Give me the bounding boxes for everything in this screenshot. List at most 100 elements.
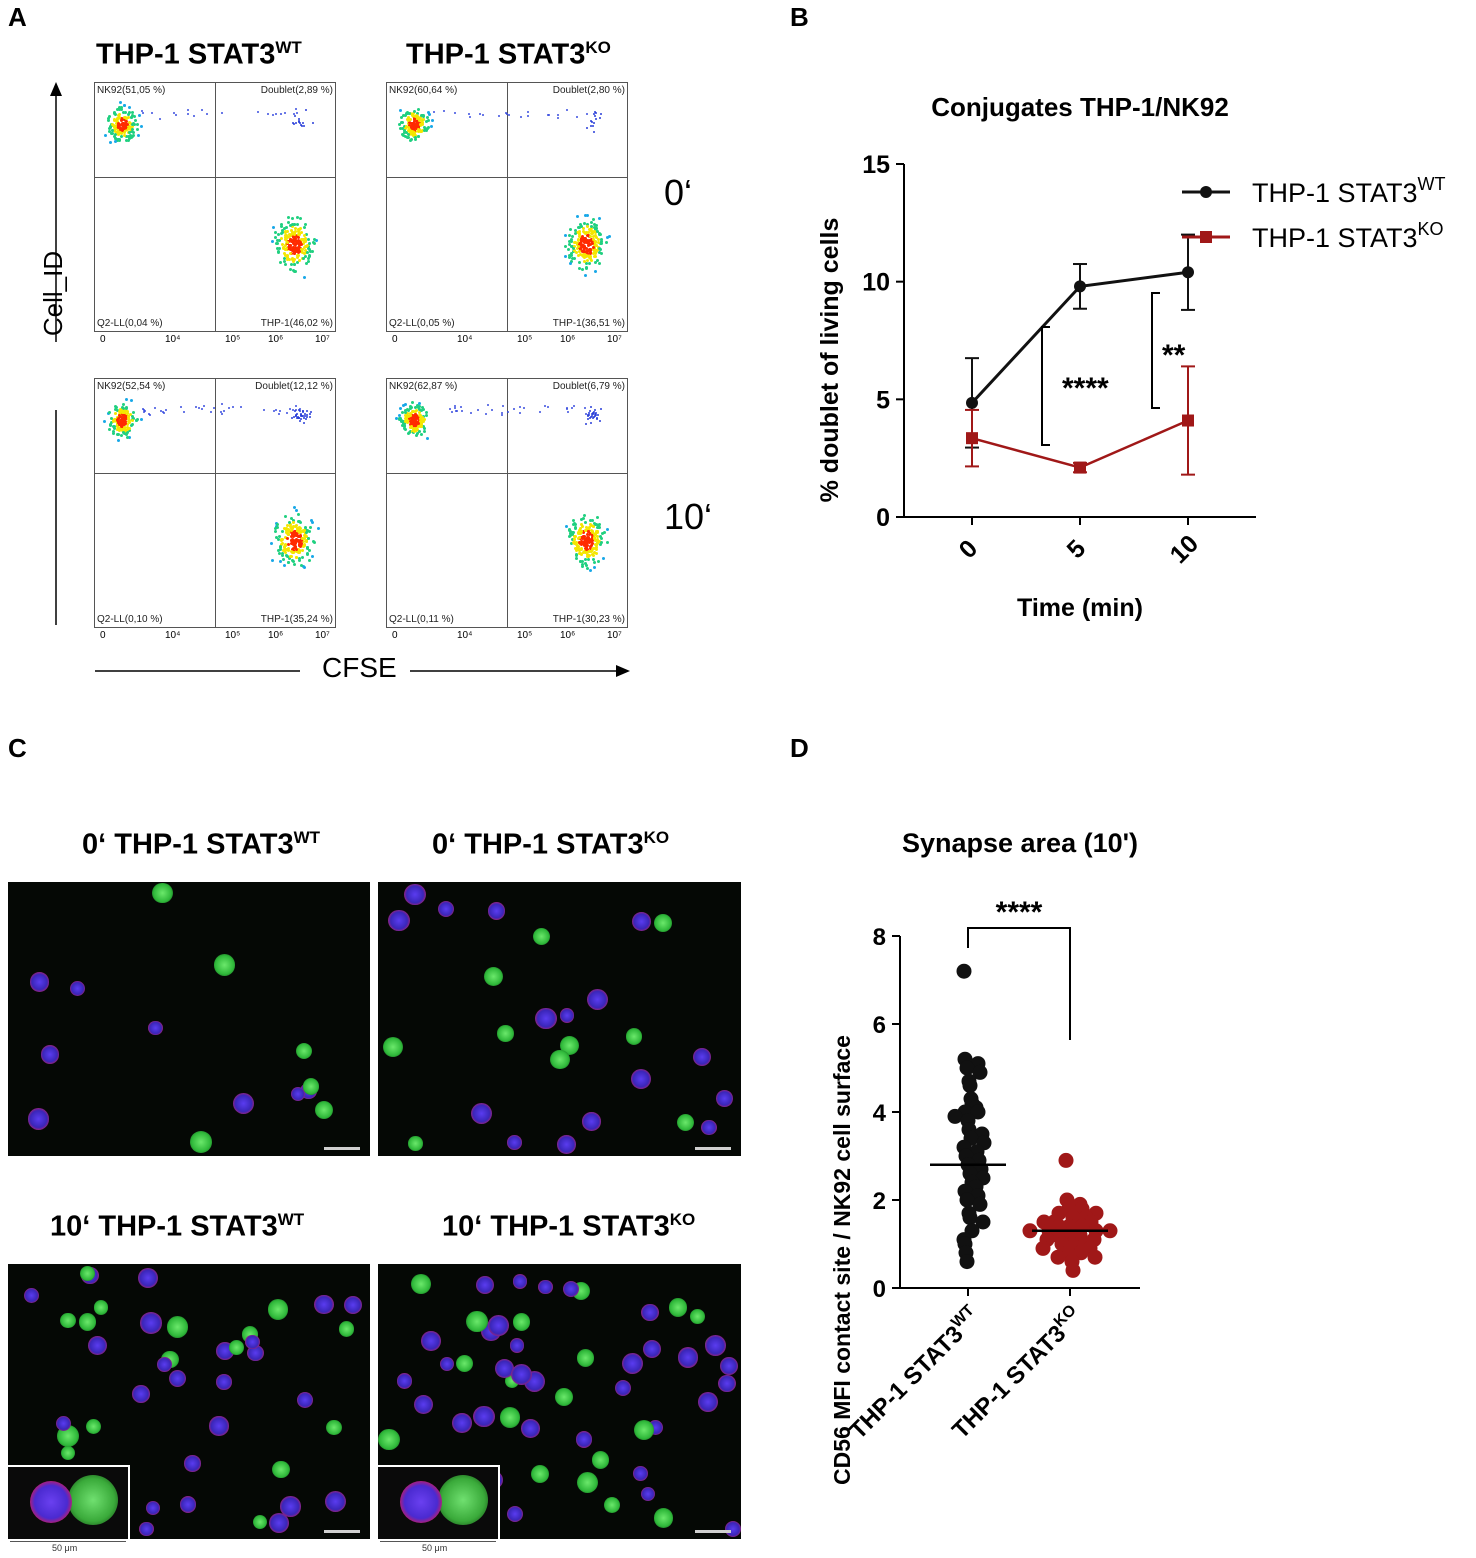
event-dot <box>413 109 417 113</box>
event-dot <box>594 230 598 234</box>
event-dot <box>221 412 224 415</box>
event-dot <box>569 238 573 242</box>
event-dot <box>594 414 597 417</box>
event-dot <box>289 527 293 531</box>
event-dot <box>592 131 595 134</box>
event-dot <box>442 110 445 113</box>
event-dot <box>586 528 590 532</box>
event-dot <box>568 255 572 259</box>
event-dot <box>573 232 577 236</box>
event-dot <box>139 125 143 129</box>
event-dot <box>292 270 296 274</box>
data-point <box>1022 1223 1038 1239</box>
event-dot <box>293 238 297 242</box>
event-dot <box>279 261 283 265</box>
event-dot <box>307 247 311 251</box>
event-dot <box>403 131 407 135</box>
event-dot <box>277 247 281 251</box>
flow-y-axis-label-box: Cell_ID <box>15 251 95 336</box>
event-dot <box>590 258 594 262</box>
cell <box>88 1335 107 1355</box>
event-dot <box>590 412 593 415</box>
event-dot <box>580 244 584 248</box>
event-dot <box>597 539 601 543</box>
event-dot <box>282 527 286 531</box>
flow-y-axis <box>50 82 62 625</box>
event-dot <box>421 408 425 412</box>
cell <box>720 1357 739 1376</box>
event-dot <box>287 521 291 525</box>
event-dot <box>596 237 600 241</box>
event-dot <box>569 251 573 255</box>
cell <box>512 1274 528 1289</box>
event-dot <box>518 405 521 408</box>
event-dot <box>454 404 457 407</box>
event-dot <box>584 520 588 524</box>
event-dot <box>296 520 300 524</box>
event-dot <box>413 429 416 433</box>
event-dot <box>231 405 234 408</box>
event-dot <box>257 111 260 114</box>
event-dot <box>504 111 507 114</box>
event-dot <box>227 407 230 410</box>
event-dot <box>579 560 583 564</box>
event-dot <box>591 525 595 529</box>
event-dot <box>584 407 587 410</box>
chart-title: Synapse area (10') <box>902 828 1138 858</box>
event-dot <box>303 412 306 415</box>
event-dot <box>123 411 127 415</box>
y-tick-label: 4 <box>873 1100 887 1127</box>
event-dot <box>580 238 584 242</box>
event-dot <box>303 251 307 255</box>
event-dot <box>415 416 419 420</box>
event-dot <box>107 410 111 414</box>
event-dot <box>283 262 287 266</box>
event-dot <box>120 434 124 438</box>
event-dot <box>407 124 411 128</box>
event-dot <box>162 412 165 415</box>
event-dot <box>285 241 289 245</box>
event-dot <box>589 568 593 572</box>
event-dot <box>116 416 120 420</box>
event-dot <box>587 558 591 562</box>
event-dot <box>285 254 289 258</box>
event-dot <box>302 529 306 533</box>
event-dot <box>401 404 405 408</box>
event-dot <box>581 560 585 564</box>
event-dot <box>589 405 592 408</box>
event-dot <box>290 223 294 227</box>
data-point <box>1035 1240 1051 1256</box>
event-dot <box>304 538 308 542</box>
event-dot <box>104 134 108 138</box>
event-dot <box>141 109 144 112</box>
cell <box>575 1431 593 1448</box>
event-dot <box>296 528 300 532</box>
flow-x-tick-label: 10⁷ <box>607 334 622 345</box>
event-dot <box>594 409 597 412</box>
event-dot <box>598 247 602 251</box>
event-dot <box>148 414 151 417</box>
event-dot <box>120 429 124 432</box>
event-dot <box>407 126 411 130</box>
event-dot <box>315 238 319 242</box>
event-dot <box>414 127 418 131</box>
event-dot <box>292 518 296 522</box>
event-dot <box>296 535 300 539</box>
event-dot <box>564 255 568 259</box>
event-dot <box>588 262 592 266</box>
event-dot <box>306 546 310 550</box>
event-dot <box>278 547 282 551</box>
event-dot <box>304 525 308 529</box>
event-dot <box>130 115 134 119</box>
event-dot <box>118 138 122 142</box>
event-dot <box>580 562 584 566</box>
cell <box>557 1135 577 1155</box>
cell <box>586 988 609 1011</box>
event-dot <box>119 408 123 412</box>
event-dot <box>299 243 303 247</box>
event-dot <box>415 414 419 418</box>
event-dot <box>597 217 601 220</box>
event-dot <box>292 251 296 255</box>
cell <box>314 1294 334 1315</box>
event-dot <box>564 244 568 248</box>
